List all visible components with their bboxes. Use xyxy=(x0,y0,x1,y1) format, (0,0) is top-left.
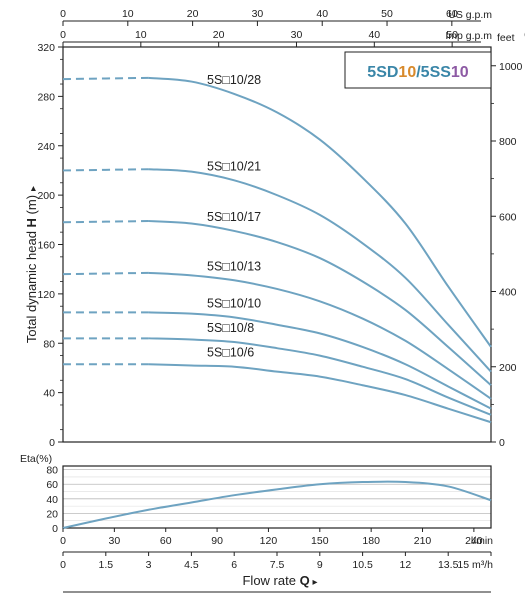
lmin-tick-label: 150 xyxy=(311,535,329,547)
m3h-tick-label: 9 xyxy=(317,559,323,571)
top-axis-unit-label: Imp g.p.m xyxy=(445,30,492,42)
eta-tick-label: 40 xyxy=(46,494,58,506)
series-label: 5S□10/6 xyxy=(207,346,254,360)
x-axis-label: Flow rate Q ▸ xyxy=(242,573,317,588)
eta-plot-frame xyxy=(62,465,492,529)
right-tick-label: 1000 xyxy=(499,61,523,73)
m3h-tick-label: 7.5 xyxy=(270,559,285,571)
head-curve-dashed xyxy=(62,168,149,172)
top-tick-label: 30 xyxy=(252,8,264,20)
head-curve xyxy=(148,271,492,400)
top-tick-label: 50 xyxy=(446,29,458,41)
series-label: 5S□10/10 xyxy=(207,296,261,310)
efficiency-curve xyxy=(62,480,492,529)
y-tick-label: 40 xyxy=(43,388,55,400)
eta-tick-label: 80 xyxy=(46,465,58,477)
lmin-tick-label: 180 xyxy=(362,535,380,547)
m3h-tick-label: 1.5 xyxy=(98,559,113,571)
top-tick-label: 20 xyxy=(213,29,225,41)
top-tick-label: 60 xyxy=(446,8,458,20)
head-curve xyxy=(148,337,492,416)
m3h-tick-label: 0 xyxy=(60,559,66,571)
lmin-tick-label: 240 xyxy=(465,535,483,547)
lmin-unit-label: l/min xyxy=(471,535,493,547)
head-curve xyxy=(148,363,492,424)
m3h-tick-label: 12 xyxy=(400,559,412,571)
top-tick-label: 10 xyxy=(135,29,147,41)
head-plot-frame xyxy=(62,46,492,443)
y-tick-label: 320 xyxy=(37,42,55,54)
y-tick-label: 0 xyxy=(49,437,55,449)
y-axis-label: Total dynamic head H (m)▸ xyxy=(24,186,39,343)
m3h-tick-label: 10.5 xyxy=(352,559,373,571)
y-tick-label: 240 xyxy=(37,141,55,153)
eta-axis-label: Eta(%) xyxy=(20,453,52,465)
lmin-tick-label: 90 xyxy=(211,535,223,547)
m3h-last-label: 15 m³/h xyxy=(457,559,493,571)
top-tick-label: 30 xyxy=(291,29,303,41)
y-tick-label: 200 xyxy=(37,190,55,202)
m3h-tick-label: 13.5 xyxy=(438,559,459,571)
y-tick-label: 120 xyxy=(37,289,55,301)
series-label: 5S□10/8 xyxy=(207,321,254,335)
eta-tick-label: 0 xyxy=(52,523,58,535)
top-tick-label: 0 xyxy=(60,8,66,20)
head-curve xyxy=(148,76,492,348)
series-label: 5S□10/28 xyxy=(207,73,261,87)
title-badge xyxy=(344,51,492,89)
m3h-tick-label: 3 xyxy=(146,559,152,571)
lmin-tick-label: 0 xyxy=(60,535,66,547)
head-curve xyxy=(148,168,492,373)
top-tick-label: 20 xyxy=(187,8,199,20)
series-label: 5S□10/17 xyxy=(207,210,261,224)
chart-title: 5SD10/5SS10 xyxy=(367,64,469,81)
lmin-tick-label: 210 xyxy=(414,535,432,547)
right-tick-label: 200 xyxy=(499,362,517,374)
y-tick-label: 280 xyxy=(37,91,55,103)
eta-tick-label: 60 xyxy=(46,479,58,491)
head-curve xyxy=(148,220,492,386)
y-tick-label: 160 xyxy=(37,240,55,252)
lmin-tick-label: 30 xyxy=(109,535,121,547)
head-curve xyxy=(148,311,492,410)
lmin-tick-label: 60 xyxy=(160,535,172,547)
head-curve-dashed xyxy=(62,271,149,276)
right-axis-unit-label: feet xyxy=(497,32,515,44)
series-label: 5S□10/13 xyxy=(207,259,261,273)
right-tick-label: 0 xyxy=(499,437,505,449)
m3h-tick-label: 4.5 xyxy=(184,559,199,571)
y-tick-label: 80 xyxy=(43,338,55,350)
top-axis-unit-label: US g.p.m xyxy=(448,9,492,21)
top-tick-label: 10 xyxy=(122,8,134,20)
head-curve-dashed xyxy=(62,220,149,224)
right-tick-label: 600 xyxy=(499,211,517,223)
lmin-tick-label: 120 xyxy=(260,535,278,547)
series-label: 5S□10/21 xyxy=(207,159,261,173)
top-tick-label: 40 xyxy=(368,29,380,41)
top-tick-label: 0 xyxy=(60,29,66,41)
right-tick-label: 800 xyxy=(499,136,517,148)
eta-tick-label: 20 xyxy=(46,508,58,520)
top-tick-label: 40 xyxy=(316,8,328,20)
top-tick-label: 50 xyxy=(381,8,393,20)
m3h-tick-label: 6 xyxy=(231,559,237,571)
head-curve-dashed xyxy=(62,76,149,81)
right-tick-label: 400 xyxy=(499,287,517,299)
